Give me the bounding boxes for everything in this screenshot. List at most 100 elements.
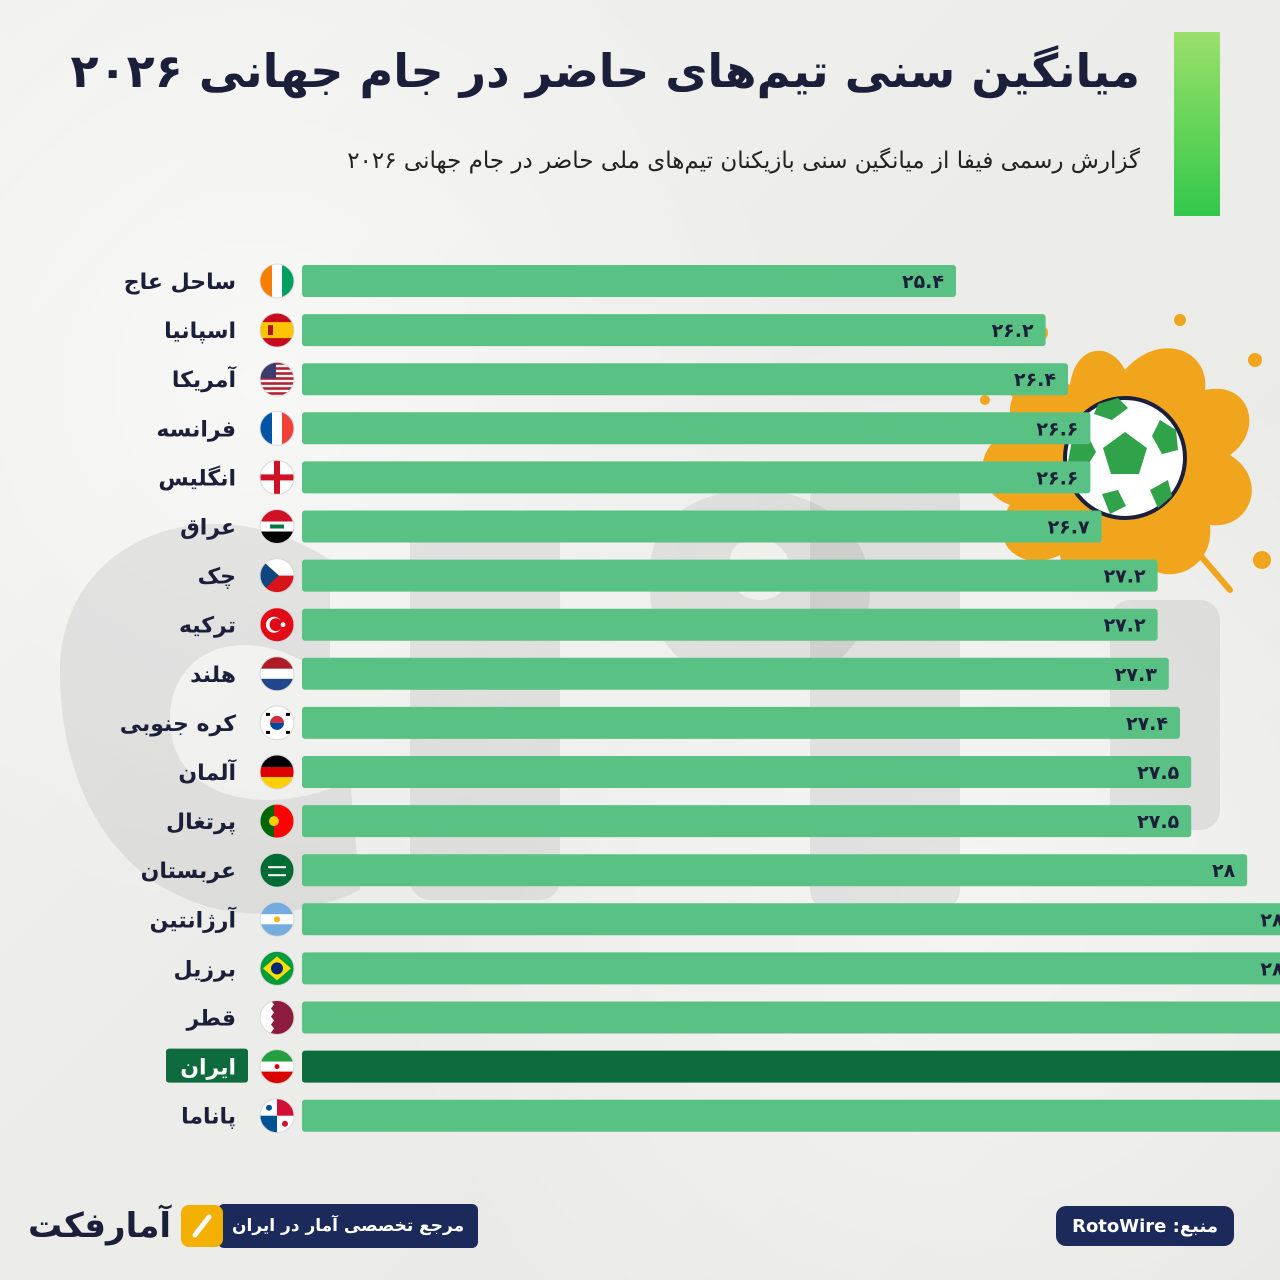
brazil-flag bbox=[259, 950, 295, 986]
bar bbox=[302, 363, 1068, 396]
netherlands-flag bbox=[259, 656, 295, 692]
bar bbox=[302, 706, 1180, 739]
chart-subtitle: گزارش رسمی فیفا از میانگین سنی بازیکنان … bbox=[347, 148, 1140, 174]
bar-row: ۲۸.۶ آرژانتین bbox=[150, 901, 1280, 937]
south-korea-flag bbox=[259, 705, 295, 741]
turkey-flag bbox=[259, 607, 295, 643]
argentina-flag bbox=[259, 901, 295, 937]
usa-flag bbox=[259, 361, 295, 397]
category-label: هلند bbox=[190, 663, 236, 688]
tagline-text: مرجع تخصصی آمار در ایران bbox=[232, 1216, 465, 1236]
category-label: ترکیه bbox=[179, 614, 236, 639]
iraq-flag bbox=[259, 509, 295, 544]
header-accent-bar bbox=[1174, 32, 1220, 216]
bar-value-label: ۲۸.۶ bbox=[1260, 958, 1280, 980]
highlight-label-pill bbox=[166, 1048, 248, 1083]
bar-value-label: ۲۶.۴ bbox=[1014, 369, 1056, 391]
tagline-badge: مرجع تخصصی آمار در ایران bbox=[218, 1204, 479, 1248]
category-label: پرتغال bbox=[166, 810, 236, 835]
bar bbox=[302, 461, 1091, 494]
bar-value-label: ۲۶.۷ bbox=[1048, 517, 1090, 539]
bar-row: ۲۷.۵ پرتغال bbox=[166, 803, 1192, 839]
bar-value-label: ۲۸.۶ bbox=[1260, 909, 1280, 931]
france-flag bbox=[259, 410, 295, 446]
bar-row: ۲۷.۳ هلند bbox=[190, 656, 1169, 692]
bar-value-label: ۲۷.۵ bbox=[1137, 762, 1179, 784]
category-label: ساحل عاج bbox=[124, 270, 236, 295]
bar bbox=[302, 952, 1280, 985]
bar bbox=[302, 265, 956, 297]
saudi-arabia-flag bbox=[259, 852, 295, 888]
bar-row: ۲۶.۶ انگلیس bbox=[158, 459, 1091, 495]
category-label: پاناما bbox=[181, 1105, 236, 1130]
bar-value-label: ۲۶.۶ bbox=[1036, 467, 1078, 489]
bar bbox=[302, 1001, 1280, 1034]
bar bbox=[302, 805, 1192, 838]
bar-value-label: ۲۶.۶ bbox=[1036, 418, 1078, 440]
bar-row: ۲۷.۲ چک bbox=[198, 558, 1158, 594]
bar bbox=[302, 412, 1091, 445]
bar bbox=[302, 1050, 1280, 1083]
category-label: آمریکا bbox=[172, 365, 237, 393]
category-label: اسپانیا bbox=[164, 319, 236, 344]
ivory-coast-flag bbox=[259, 263, 295, 299]
bar-row: ۲۶.۶ فرانسه bbox=[156, 410, 1091, 446]
category-label: قطر bbox=[185, 1007, 236, 1032]
category-label: عربستان bbox=[141, 859, 236, 884]
category-label: چک bbox=[198, 565, 236, 590]
category-label: کره جنوبی bbox=[120, 712, 236, 737]
bar-value-label: ۲۷.۴ bbox=[1126, 713, 1168, 735]
category-label: عراق bbox=[180, 516, 236, 541]
chart-title: میانگین سنی تیم‌های حاضر در جام جهانی ۲۰… bbox=[70, 44, 1140, 98]
portugal-flag bbox=[259, 803, 295, 839]
bar-row: ۲۷.۴ کره جنوبی bbox=[120, 705, 1180, 741]
bar-row: ۲۸.۶ برزیل bbox=[173, 950, 1280, 986]
chart-header: میانگین سنی تیم‌های حاضر در جام جهانی ۲۰… bbox=[40, 30, 1220, 220]
category-label: ایران bbox=[180, 1056, 236, 1081]
bar-value-label: ۲۷.۳ bbox=[1115, 664, 1157, 686]
bar-value-label: ۲۷.۲ bbox=[1104, 566, 1146, 588]
bar-row: ۲۶.۲ اسپانیا bbox=[164, 312, 1046, 348]
brand-logo-text: آمارفکت bbox=[28, 1206, 172, 1246]
bar-row: ۲۵.۴ ساحل عاج bbox=[124, 263, 956, 299]
bar bbox=[302, 1099, 1280, 1132]
germany-flag bbox=[259, 754, 295, 790]
iran-flag bbox=[259, 1049, 295, 1085]
bar-row: ۲۷.۵ آلمان bbox=[178, 754, 1192, 790]
category-label: برزیل bbox=[173, 957, 236, 982]
source-text: منبع: RotoWire bbox=[1072, 1215, 1218, 1237]
bar bbox=[302, 903, 1280, 936]
bar-row: ۲۹.۸ایران bbox=[166, 1048, 1280, 1085]
bar-value-label: ۲۷.۵ bbox=[1137, 811, 1179, 833]
bar-row: ۲۸.۹قطر bbox=[185, 1000, 1280, 1035]
bar-row: ۲۶.۷ عراق bbox=[180, 509, 1102, 544]
bar-row: ۲۸ عربستان bbox=[141, 852, 1248, 888]
bar bbox=[302, 559, 1158, 592]
bar bbox=[302, 756, 1192, 788]
source-badge: منبع: RotoWire bbox=[1056, 1206, 1234, 1246]
czech-flag bbox=[259, 558, 295, 594]
soccer-ball-icon bbox=[1063, 396, 1187, 520]
bar bbox=[302, 314, 1046, 347]
qatar-flag bbox=[259, 1000, 295, 1035]
bar bbox=[302, 510, 1102, 543]
category-label: انگلیس bbox=[158, 464, 236, 491]
brand-logo-mark-icon bbox=[181, 1205, 224, 1247]
spain-flag bbox=[259, 312, 295, 348]
bar-row: ۳۰پاناما bbox=[181, 1098, 1280, 1134]
panama-flag bbox=[259, 1098, 295, 1134]
category-label: فرانسه bbox=[156, 417, 236, 442]
bar-row: ۲۷.۲ ترکیه bbox=[179, 607, 1158, 643]
bar-value-label: ۲۶.۲ bbox=[992, 320, 1034, 342]
bar bbox=[302, 657, 1169, 690]
category-label: آرژانتین bbox=[150, 905, 237, 933]
bar-row: ۲۶.۴ آمریکا bbox=[172, 361, 1068, 397]
bar-value-label: ۲۸ bbox=[1212, 860, 1236, 882]
bar-value-label: ۲۷.۲ bbox=[1104, 615, 1146, 637]
bar bbox=[302, 854, 1248, 887]
bar bbox=[302, 608, 1158, 641]
category-label: آلمان bbox=[178, 758, 236, 786]
england-flag bbox=[259, 459, 295, 495]
brand-logo: آمارفکت bbox=[28, 1200, 224, 1252]
